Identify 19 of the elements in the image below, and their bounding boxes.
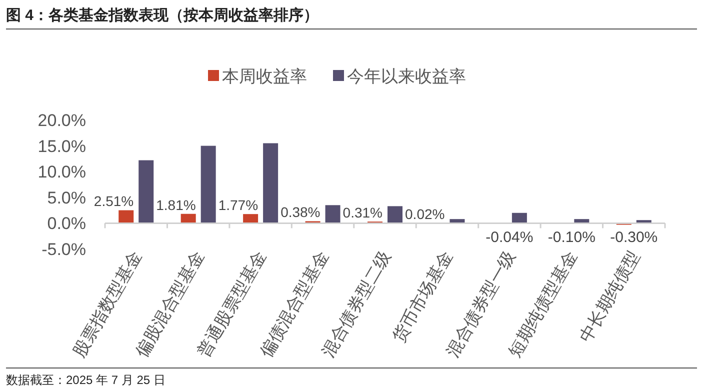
data-label: -0.04% — [486, 229, 534, 246]
data-label: 1.77% — [218, 197, 258, 214]
text: 数据截至：2025 年 7 月 25 日 — [6, 373, 166, 387]
data-label: -0.10% — [548, 229, 596, 246]
data-label: 1.81% — [156, 196, 196, 213]
y-tick-label: 10.0% — [38, 162, 86, 182]
y-tick-label: 0.0% — [47, 214, 86, 234]
y-tick-label: -5.0% — [42, 240, 86, 259]
data-label: 0.31% — [342, 204, 382, 221]
legend-label: 本周收益率 — [222, 67, 307, 86]
data-label: 0.02% — [405, 206, 445, 222]
data-label: 0.38% — [280, 204, 320, 220]
y-tick-label: 20.0% — [38, 111, 86, 130]
legend-label: 今年以来收益率 — [347, 67, 466, 86]
data-label: 2.51% — [94, 193, 134, 210]
y-tick-label: 5.0% — [47, 188, 86, 208]
y-tick-label: 15.0% — [38, 136, 86, 156]
data-label: -0.30% — [610, 229, 658, 246]
chart-title: 图 4：各类基金指数表现（按本周收益率排序） — [6, 6, 319, 24]
